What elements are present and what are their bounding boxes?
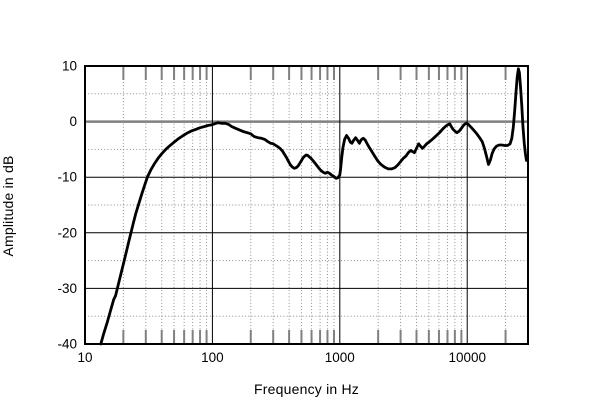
y-tick-labels: 10 0 -10 -20 -30 -40 — [57, 59, 77, 352]
y-tick-label: 0 — [69, 114, 77, 129]
x-axis-title: Frequency in Hz — [254, 381, 359, 397]
x-tick-labels: 10 100 1000 10000 — [77, 350, 486, 365]
y-tick-label: -30 — [57, 281, 77, 296]
minor-gridlines — [85, 66, 528, 344]
x-tick-label: 10000 — [448, 350, 486, 365]
y-tick-label: -20 — [57, 225, 77, 240]
major-gridlines — [85, 66, 528, 344]
x-tick-label: 10 — [77, 350, 92, 365]
y-tick-label: 10 — [62, 59, 77, 74]
y-tick-label: -40 — [57, 337, 77, 352]
x-tick-label: 1000 — [325, 350, 355, 365]
response-curve — [99, 67, 528, 346]
plot-border — [84, 65, 529, 345]
y-axis-title: Amplitude in dB — [0, 155, 16, 257]
y-tick-label: -10 — [57, 170, 77, 185]
inner-axis-ticks — [122, 66, 507, 344]
x-tick-label: 100 — [201, 350, 224, 365]
